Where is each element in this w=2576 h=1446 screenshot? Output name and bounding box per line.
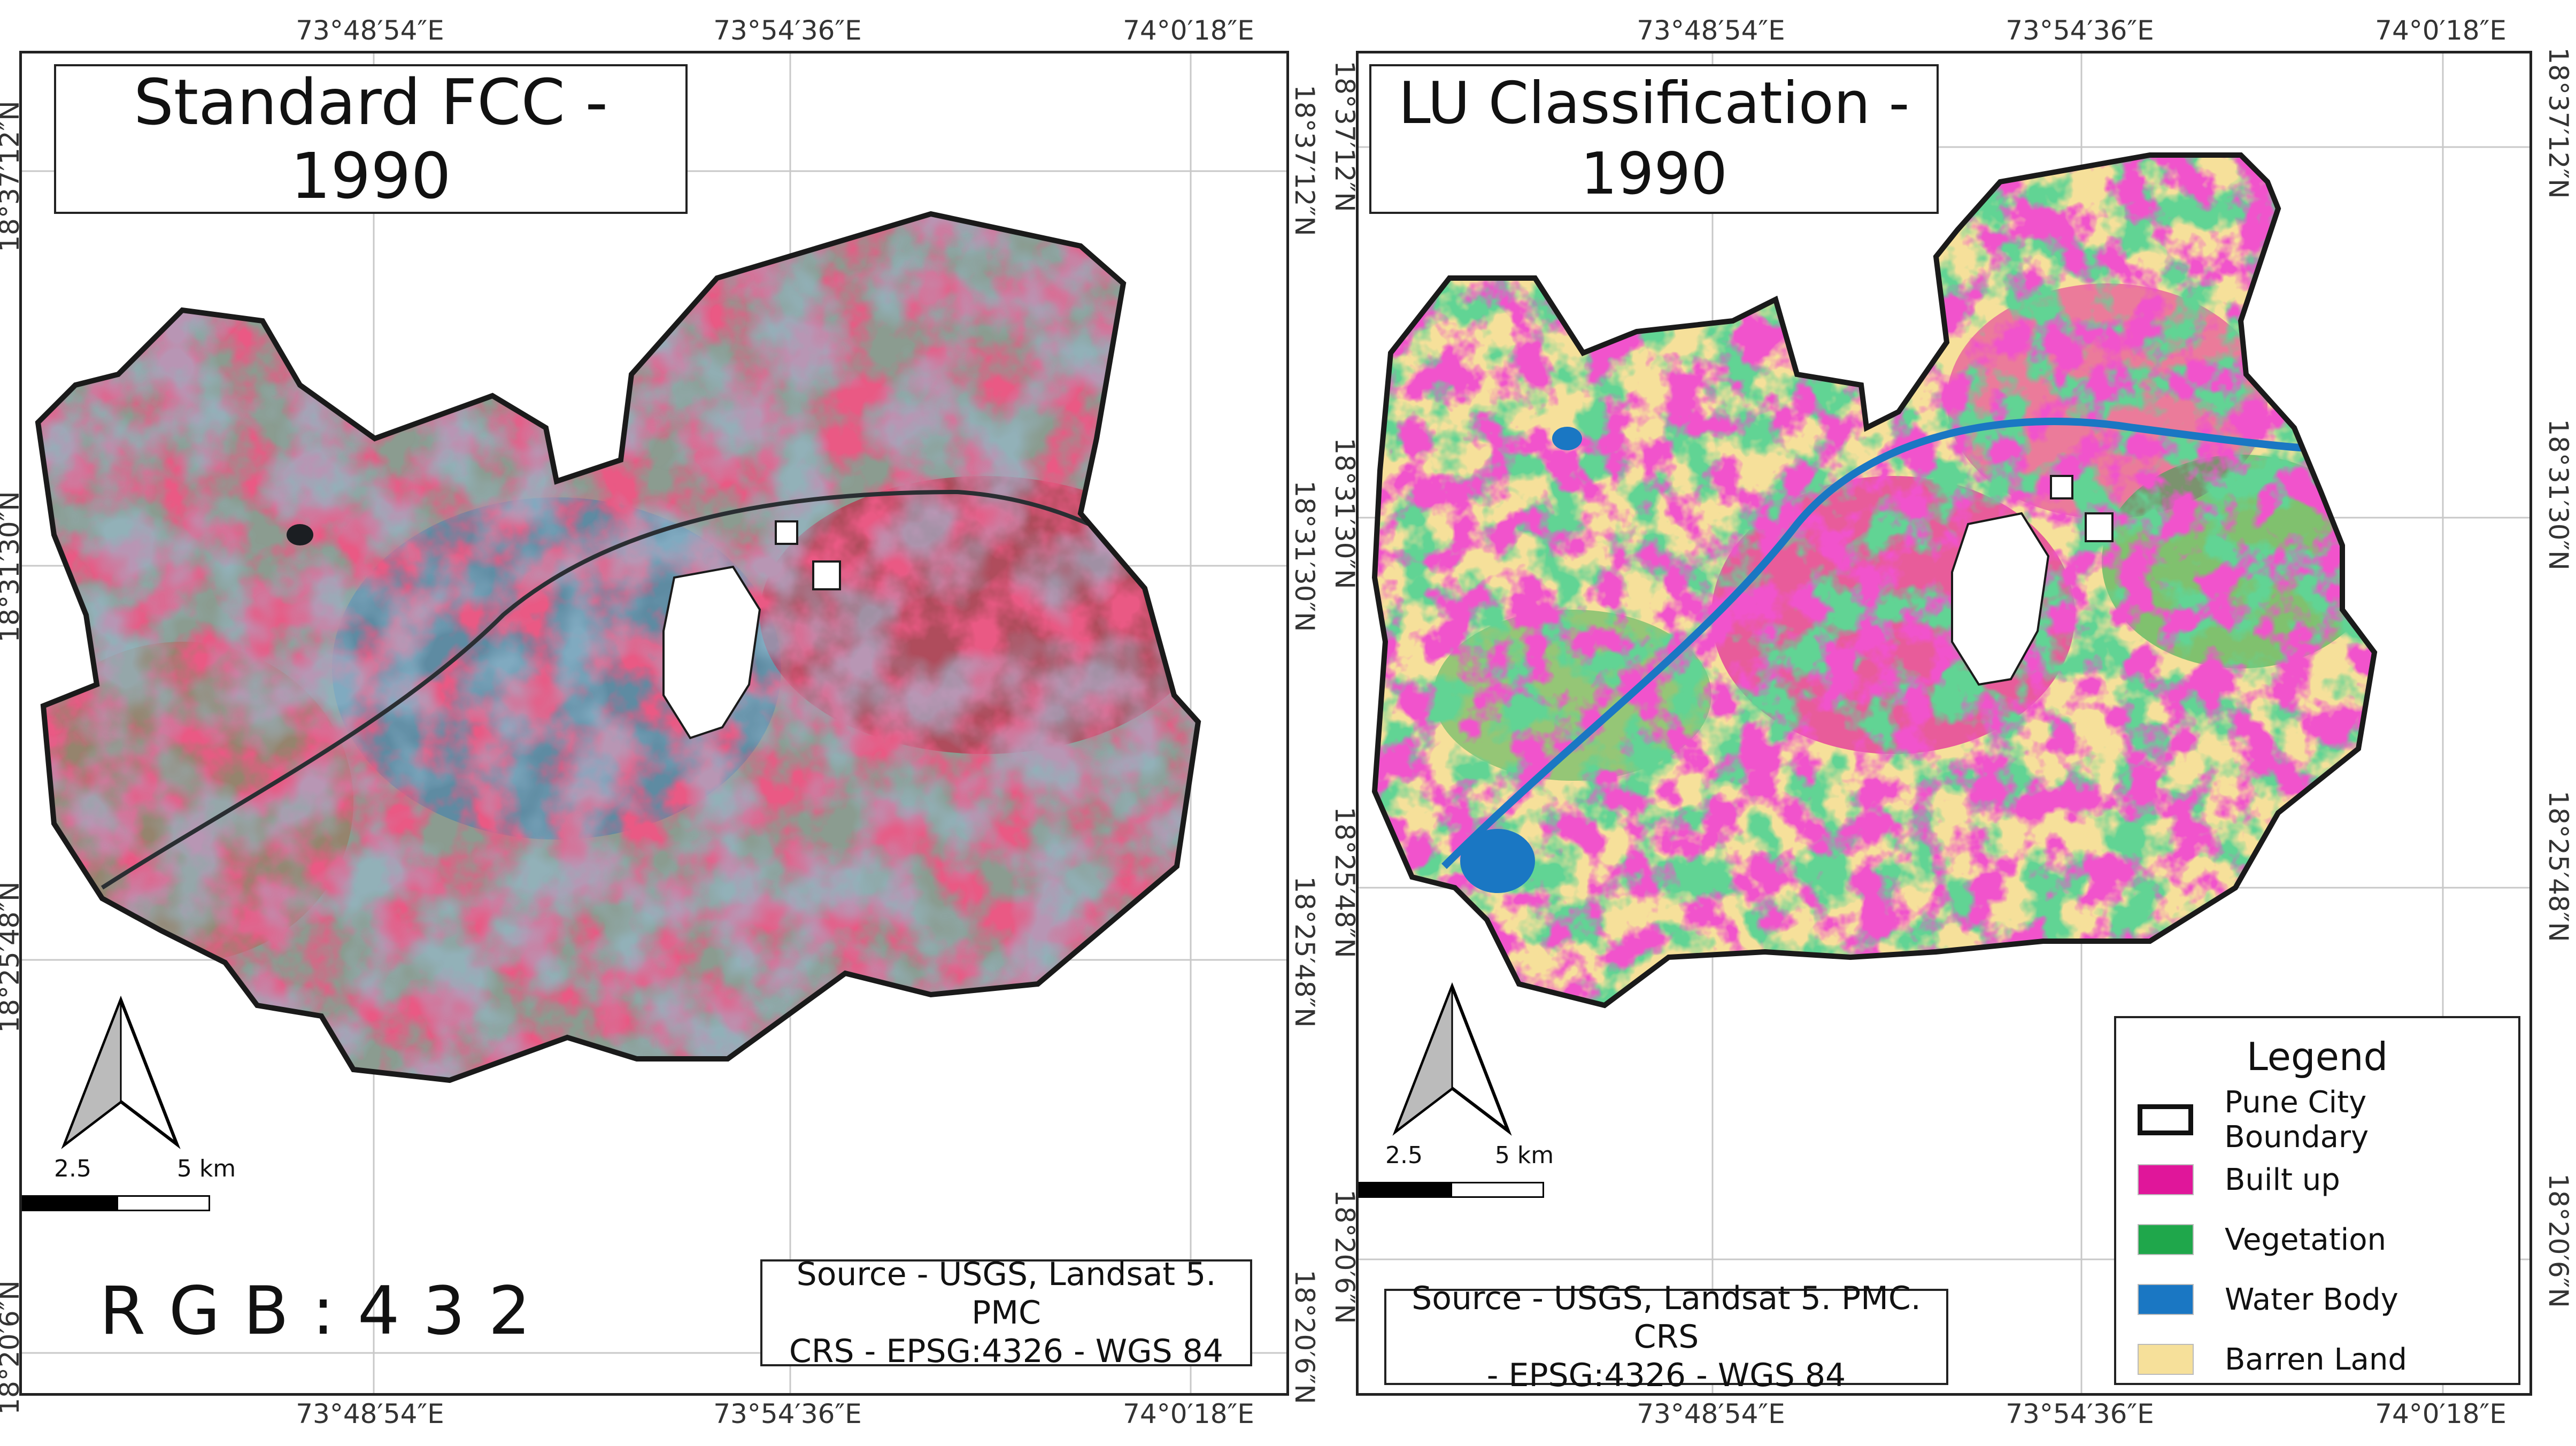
lu-right-lat-3: 18°25′48″N <box>2543 790 2574 942</box>
lu-map-panel: LU Classification - 1990 Source - USGS, … <box>1356 51 2532 1396</box>
fcc-right-lat-3: 18°25′48″N <box>1289 876 1320 1028</box>
fcc-map-title-text: Standard FCC - 1990 <box>133 65 608 213</box>
fcc-left-lat-3: 18°25′48″N <box>0 881 25 1033</box>
fcc-right-lat-2: 18°31′30″N <box>1289 480 1320 632</box>
lu-top-lon-2: 73°54′36″E <box>2006 15 2154 46</box>
fcc-top-lon-3: 74°0′18″E <box>1123 15 1254 46</box>
legend-title: Legend <box>2246 1034 2388 1079</box>
lu-left-lat-1: 18°37′12″N <box>1329 60 1360 212</box>
north-arrow-icon <box>61 995 181 1149</box>
fcc-map-title: Standard FCC - 1990 <box>54 64 688 214</box>
scale-label-5km: 5 km <box>1494 1142 1554 1169</box>
legend-label: Pune City Boundary <box>2224 1085 2369 1155</box>
legend-item: Pune City Boundary <box>2138 1085 2518 1155</box>
scale-label-2-5: 2.5 <box>1385 1142 1423 1169</box>
lu-map-title-line-1: LU Classification - <box>1398 70 1910 137</box>
lu-top-lon-3: 74°0′18″E <box>2375 15 2506 46</box>
fcc-source-line-2: CRS - EPSG:4326 - WGS 84 <box>789 1333 1224 1370</box>
fcc-left-lat-4: 18°20′6″N <box>0 1280 25 1415</box>
legend-item: Vegetation <box>2138 1221 2386 1258</box>
lu-bottom-lon-2: 73°54′36″E <box>2006 1398 2154 1429</box>
legend-item: Water Body <box>2138 1281 2398 1318</box>
fcc-bottom-lon-1: 73°48′54″E <box>296 1398 444 1429</box>
legend-swatch <box>2138 1104 2194 1135</box>
fcc-bottom-lon-3: 74°0′18″E <box>1123 1398 1254 1429</box>
rgb-band-label: R G B : 4 3 2 <box>99 1273 532 1350</box>
legend-swatch <box>2138 1284 2194 1315</box>
scale-segment-black <box>22 1195 118 1211</box>
legend-item: Built up <box>2138 1161 2340 1198</box>
fcc-satellite-map <box>22 53 1286 1393</box>
scale-label-2-5: 2.5 <box>54 1155 91 1182</box>
scale-segment-white <box>117 1195 210 1211</box>
legend-label: Water Body <box>2225 1282 2398 1317</box>
fcc-map-panel: Standard FCC - 1990 R G B : 4 3 2 Source… <box>19 51 1289 1396</box>
lu-right-lat-4: 18°20′6″N <box>2543 1173 2574 1308</box>
fcc-left-lat-1: 18°37′12″N <box>0 101 25 252</box>
scale-label-5km: 5 km <box>176 1155 236 1182</box>
legend-swatch <box>2138 1344 2194 1375</box>
scale-segment-white <box>1451 1182 1544 1198</box>
lu-left-lat-3: 18°25′48″N <box>1329 806 1360 958</box>
legend-item: Barren Land <box>2138 1341 2407 1378</box>
fcc-scale-bar: 2.5 5 km <box>22 1155 289 1219</box>
lu-map-title: LU Classification - 1990 <box>1369 64 1939 214</box>
fcc-bottom-lon-2: 73°54′36″E <box>713 1398 862 1429</box>
legend-label: Vegetation <box>2225 1222 2386 1257</box>
fcc-source-box: Source - USGS, Landsat 5. PMC CRS - EPSG… <box>760 1256 1252 1370</box>
lu-left-lat-2: 18°31′30″N <box>1329 437 1360 589</box>
lu-source-box: Source - USGS, Landsat 5. PMC. CRS - EPS… <box>1384 1280 1948 1393</box>
scale-segment-black <box>1359 1182 1452 1198</box>
lu-bottom-lon-3: 74°0′18″E <box>2375 1398 2506 1429</box>
lu-source-line-2: - EPSG:4326 - WGS 84 <box>1486 1357 1846 1394</box>
legend-swatch <box>2138 1224 2194 1255</box>
legend-label: Barren Land <box>2225 1342 2407 1377</box>
fcc-top-lon-2: 73°54′36″E <box>713 15 862 46</box>
north-arrow-icon <box>1392 982 1512 1136</box>
lu-classification-map <box>1359 53 2529 1393</box>
legend-label: Built up <box>2225 1162 2340 1197</box>
map-legend: Legend Pune City Boundary Built up Vegetat… <box>2114 1016 2520 1385</box>
fcc-source-line-1: Source - USGS, Landsat 5. PMC <box>796 1256 1216 1332</box>
legend-swatch <box>2138 1164 2194 1195</box>
lu-source-line-1: Source - USGS, Landsat 5. PMC. CRS <box>1412 1280 1921 1356</box>
fcc-right-lat-1: 18°37′12″N <box>1289 84 1320 236</box>
lu-bottom-lon-1: 73°48′54″E <box>1637 1398 1785 1429</box>
lu-scale-bar: 2.5 5 km <box>1359 1142 1626 1206</box>
lu-right-lat-2: 18°31′30″N <box>2543 419 2574 571</box>
lu-top-lon-1: 73°48′54″E <box>1637 15 1785 46</box>
lu-map-title-line-2: 1990 <box>1580 141 1727 207</box>
fcc-left-lat-2: 18°31′30″N <box>0 491 25 643</box>
lu-left-lat-4: 18°20′6″N <box>1329 1189 1360 1324</box>
lu-right-lat-1: 18°37′12″N <box>2543 47 2574 199</box>
fcc-top-lon-1: 73°48′54″E <box>296 15 444 46</box>
fcc-right-lat-4: 18°20′6″N <box>1289 1270 1320 1404</box>
